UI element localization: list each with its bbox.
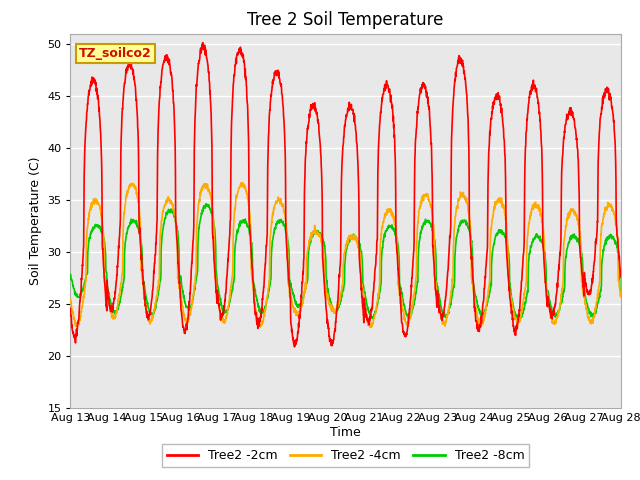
Tree2 -2cm — [617, 274, 625, 280]
Line: Tree2 -8cm: Tree2 -8cm — [70, 204, 621, 321]
Line: Tree2 -2cm: Tree2 -2cm — [70, 43, 621, 347]
Y-axis label: Soil Temperature (C): Soil Temperature (C) — [29, 156, 42, 285]
Tree2 -8cm — [362, 296, 369, 301]
Tree2 -8cm — [569, 232, 577, 238]
Tree2 -2cm — [374, 169, 381, 175]
Tree2 -4cm — [617, 294, 625, 300]
Title: Tree 2 Soil Temperature: Tree 2 Soil Temperature — [248, 11, 444, 29]
Tree2 -2cm — [569, 109, 577, 115]
Tree2 -4cm — [238, 180, 246, 186]
Tree2 -8cm — [506, 282, 513, 288]
Tree2 -2cm — [291, 344, 298, 350]
Line: Tree2 -4cm: Tree2 -4cm — [70, 183, 621, 327]
Legend: Tree2 -2cm, Tree2 -4cm, Tree2 -8cm: Tree2 -2cm, Tree2 -4cm, Tree2 -8cm — [162, 444, 529, 467]
Tree2 -2cm — [220, 303, 228, 309]
Tree2 -8cm — [617, 287, 625, 293]
Tree2 -4cm — [506, 291, 514, 297]
Tree2 -8cm — [220, 309, 228, 314]
Tree2 -4cm — [220, 320, 228, 325]
Tree2 -2cm — [506, 295, 514, 301]
Tree2 -8cm — [202, 201, 210, 207]
Tree2 -8cm — [67, 272, 74, 277]
Tree2 -4cm — [67, 297, 74, 302]
Tree2 -8cm — [374, 301, 381, 307]
Tree2 -8cm — [515, 318, 523, 324]
Tree2 -4cm — [362, 308, 369, 314]
Tree2 -2cm — [199, 40, 207, 46]
Tree2 -2cm — [584, 289, 592, 295]
Tree2 -2cm — [67, 306, 74, 312]
Tree2 -2cm — [362, 314, 370, 320]
Tree2 -4cm — [569, 208, 577, 214]
Tree2 -4cm — [374, 297, 381, 302]
X-axis label: Time: Time — [330, 426, 361, 439]
Tree2 -8cm — [584, 305, 592, 311]
Tree2 -4cm — [366, 324, 374, 330]
Tree2 -4cm — [584, 315, 592, 321]
Text: TZ_soilco2: TZ_soilco2 — [79, 47, 152, 60]
